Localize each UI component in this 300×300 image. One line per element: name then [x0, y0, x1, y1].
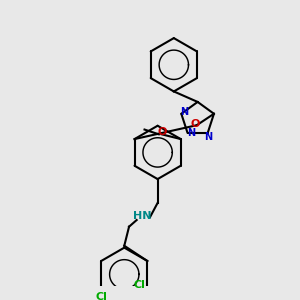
Text: O: O [190, 119, 200, 129]
Text: N: N [205, 132, 213, 142]
Text: HN: HN [133, 211, 152, 221]
Text: Cl: Cl [95, 292, 107, 300]
Text: N: N [180, 107, 188, 117]
Text: O: O [158, 128, 167, 137]
Text: N: N [187, 128, 195, 138]
Text: Cl: Cl [134, 280, 146, 290]
